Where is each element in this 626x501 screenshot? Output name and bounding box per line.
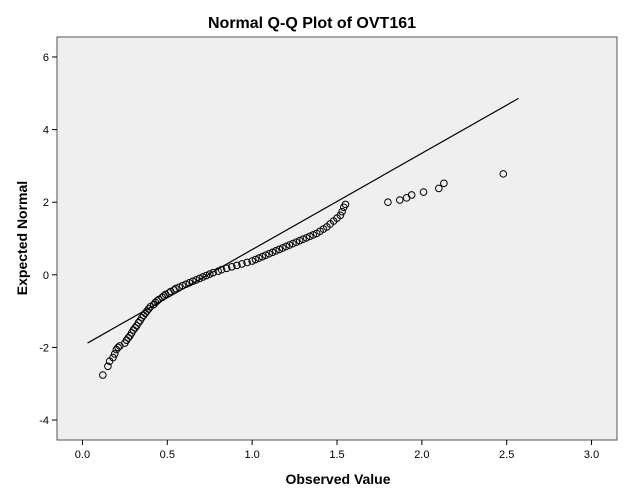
data-point — [109, 353, 117, 362]
data-point — [144, 305, 153, 313]
data-point — [295, 236, 304, 245]
data-point — [251, 255, 260, 264]
data-point — [110, 350, 119, 358]
data-point — [171, 284, 180, 293]
data-point — [178, 281, 187, 290]
y-axis: -4 -2 0 2 4 6 — [39, 52, 57, 427]
x-tick-label: 1.0 — [245, 449, 260, 461]
data-point — [255, 254, 263, 262]
y-tick-label: 4 — [43, 125, 49, 137]
data-point — [209, 268, 217, 277]
data-point — [124, 334, 133, 342]
data-point — [238, 260, 246, 268]
data-point — [153, 297, 161, 305]
x-tick-label: 0.0 — [75, 449, 90, 461]
x-tick-label: 1.5 — [329, 449, 344, 461]
data-point — [188, 277, 197, 286]
data-point — [214, 267, 223, 275]
y-tick-label: -4 — [39, 415, 49, 427]
x-axis-label: Observed Value — [285, 471, 390, 487]
data-point — [205, 270, 214, 278]
data-point — [99, 371, 107, 379]
x-tick-label: 2.5 — [499, 449, 514, 461]
data-point — [419, 188, 428, 196]
data-point — [217, 265, 226, 274]
data-point — [407, 191, 416, 199]
data-point — [134, 318, 143, 327]
chart-title: Normal Q-Q Plot of OVT161 — [208, 15, 416, 32]
data-point — [384, 198, 392, 206]
data-point — [278, 244, 287, 252]
data-point — [104, 362, 112, 371]
data-point — [341, 200, 350, 209]
data-point — [243, 258, 251, 267]
data-point — [114, 343, 122, 352]
data-point — [131, 324, 139, 332]
x-tick-label: 2.0 — [414, 449, 429, 461]
data-point — [233, 261, 241, 270]
data-point — [285, 241, 294, 249]
data-point — [395, 196, 404, 204]
x-axis: 0.0 0.5 1.0 1.5 2.0 2.5 3.0 — [75, 440, 599, 461]
data-point — [299, 235, 307, 244]
data-point — [222, 264, 231, 273]
data-point — [282, 242, 290, 251]
data-point — [195, 274, 204, 283]
data-point — [261, 251, 270, 260]
plot-area — [56, 36, 618, 441]
data-point — [292, 238, 301, 246]
data-point — [199, 273, 207, 281]
data-point — [192, 276, 200, 284]
y-tick-label: 2 — [43, 197, 49, 209]
data-point — [265, 249, 273, 258]
data-point — [338, 207, 346, 216]
data-point — [289, 239, 297, 248]
data-point — [182, 280, 190, 289]
data-point — [306, 232, 314, 241]
data-point — [248, 257, 256, 265]
data-point — [175, 283, 183, 291]
data-point — [435, 184, 443, 193]
data-point — [440, 179, 448, 188]
y-tick-label: 0 — [43, 270, 49, 282]
data-point — [202, 271, 211, 280]
x-tick-label: 3.0 — [584, 449, 599, 461]
y-tick-label: -2 — [39, 342, 49, 354]
data-point — [302, 233, 311, 242]
data-point — [268, 248, 277, 257]
data-point — [336, 211, 345, 220]
y-axis-label: Expected Normal — [14, 181, 30, 295]
data-point — [185, 278, 194, 287]
data-point — [258, 252, 267, 261]
y-tick-label: 6 — [43, 52, 49, 64]
data-point — [499, 170, 508, 178]
x-tick-label: 0.5 — [160, 449, 175, 461]
data-point — [309, 231, 318, 239]
data-point — [272, 247, 280, 255]
data-point — [227, 263, 236, 271]
data-point — [275, 245, 284, 254]
data-points — [99, 170, 508, 379]
